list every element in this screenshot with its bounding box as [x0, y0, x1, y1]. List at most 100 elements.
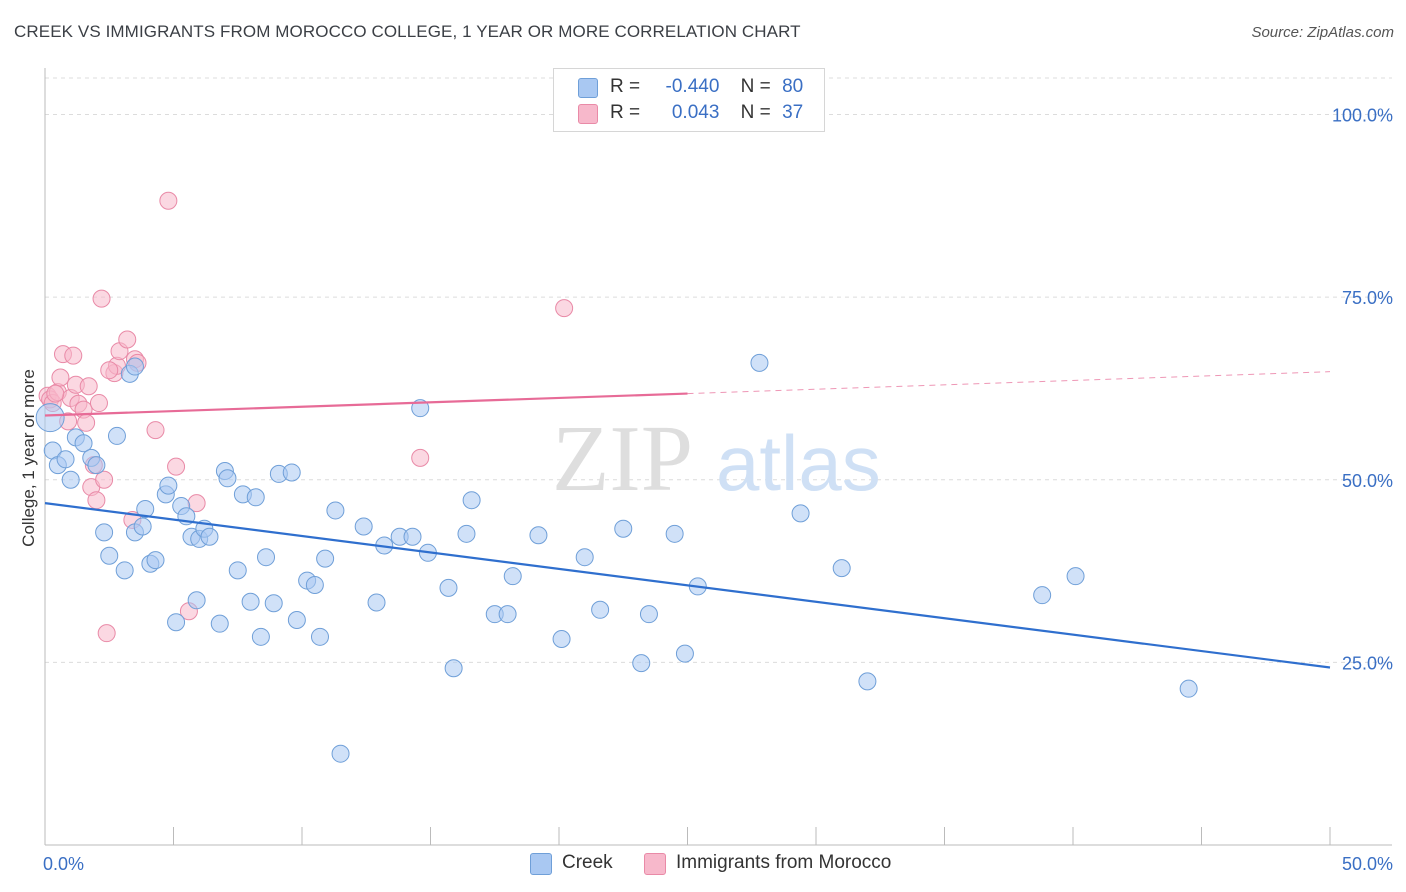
point-creek [750, 353, 769, 372]
bottom-legend-label-creek: Creek [562, 852, 613, 873]
point-creek [100, 546, 119, 565]
point-morocco [89, 394, 108, 413]
axes [44, 68, 1392, 846]
point-creek [159, 476, 178, 495]
point-creek [529, 526, 548, 545]
point-morocco [100, 361, 119, 380]
point-creek [167, 613, 186, 632]
point-creek [200, 527, 219, 546]
point-creek [228, 561, 247, 580]
x-tick-labels: 0.0% 50.0% [43, 854, 1393, 874]
y-tick-label: 100.0% [1332, 106, 1393, 126]
point-creek [136, 499, 155, 518]
y-tick-label: 50.0% [1342, 471, 1393, 491]
point-creek [614, 519, 633, 538]
point-morocco [555, 299, 574, 318]
trend-line-creek [44, 502, 1331, 669]
point-creek [858, 672, 877, 691]
bottom-legend-swatch-morocco [644, 853, 666, 875]
point-creek [251, 627, 270, 646]
legend-swatch-creek [578, 78, 598, 98]
point-creek [125, 357, 144, 376]
point-morocco [118, 330, 137, 349]
watermark-atlas: atlas [716, 419, 881, 507]
point-creek [832, 559, 851, 578]
point-creek [246, 488, 265, 507]
point-creek [115, 561, 134, 580]
bottom-legend-label-morocco: Immigrants from Morocco [676, 852, 892, 873]
point-morocco [167, 457, 186, 476]
point-creek [218, 469, 237, 488]
point-creek [305, 575, 324, 594]
legend-n-label: N = [740, 76, 771, 97]
point-morocco [64, 346, 83, 365]
point-creek [61, 470, 80, 489]
point-creek [74, 434, 93, 453]
point-morocco [146, 421, 165, 440]
point-morocco [87, 491, 106, 510]
point-creek [56, 450, 75, 469]
point-creek [552, 630, 571, 649]
gridlines [45, 77, 1392, 663]
chart-title: CREEK VS IMMIGRANTS FROM MOROCCO COLLEGE… [14, 22, 801, 41]
point-creek [264, 594, 283, 613]
point-creek [439, 578, 458, 597]
legend-r-label: R = [610, 102, 641, 123]
point-creek [632, 654, 651, 673]
point-creek [107, 426, 126, 445]
point-creek [316, 549, 335, 568]
point-creek [287, 611, 306, 630]
point-morocco [77, 413, 96, 432]
point-creek [187, 591, 206, 610]
correlation-legend: R = -0.440 N = 80 R = 0.043 N = 37 [553, 68, 825, 132]
point-morocco [97, 624, 116, 643]
point-creek [1066, 567, 1085, 586]
point-creek [575, 548, 594, 567]
y-axis-label: College, 1 year or more [19, 369, 38, 547]
point-creek [444, 659, 463, 678]
point-creek [367, 593, 386, 612]
watermark-zip: ZIP [552, 407, 693, 511]
trend-lines [44, 371, 1331, 669]
point-creek [354, 517, 373, 536]
legend-swatch-morocco [578, 104, 598, 124]
trend-line-morocco-extension [687, 371, 1331, 395]
trend-line-morocco [44, 392, 688, 417]
point-morocco [92, 289, 111, 308]
point-creek [498, 605, 517, 624]
point-creek [462, 491, 481, 510]
point-creek [591, 600, 610, 619]
point-creek [503, 567, 522, 586]
point-creek [665, 524, 684, 543]
x-tick-label-max: 50.0% [1342, 854, 1393, 874]
point-morocco [159, 191, 178, 210]
point-creek [133, 517, 152, 536]
legend-r-value-morocco: 0.043 [671, 102, 720, 123]
point-morocco [51, 368, 70, 387]
x-tick-label-min: 0.0% [43, 854, 84, 874]
point-creek [95, 523, 114, 542]
point-creek [675, 644, 694, 663]
legend-n-value-morocco: 37 [782, 102, 804, 123]
source-label: Source: ZipAtlas.com [1251, 24, 1394, 41]
point-creek [403, 527, 422, 546]
series-creek-points [35, 353, 1198, 763]
point-morocco [46, 384, 65, 403]
legend-r-value-creek: -0.440 [665, 76, 720, 97]
point-creek [257, 548, 276, 567]
point-creek [87, 456, 106, 475]
point-creek [331, 744, 350, 763]
legend-n-label: N = [740, 102, 771, 123]
point-creek [1033, 586, 1052, 605]
point-creek [146, 551, 165, 570]
y-tick-label: 25.0% [1342, 653, 1393, 673]
legend-n-value-creek: 80 [782, 76, 804, 97]
point-creek [1179, 679, 1198, 698]
point-creek [210, 614, 229, 633]
point-creek [639, 605, 658, 624]
point-creek [457, 524, 476, 543]
legend-r-label: R = [610, 76, 641, 97]
y-tick-labels: 25.0% 50.0% 75.0% 100.0% [1332, 106, 1393, 674]
point-creek [35, 403, 65, 433]
